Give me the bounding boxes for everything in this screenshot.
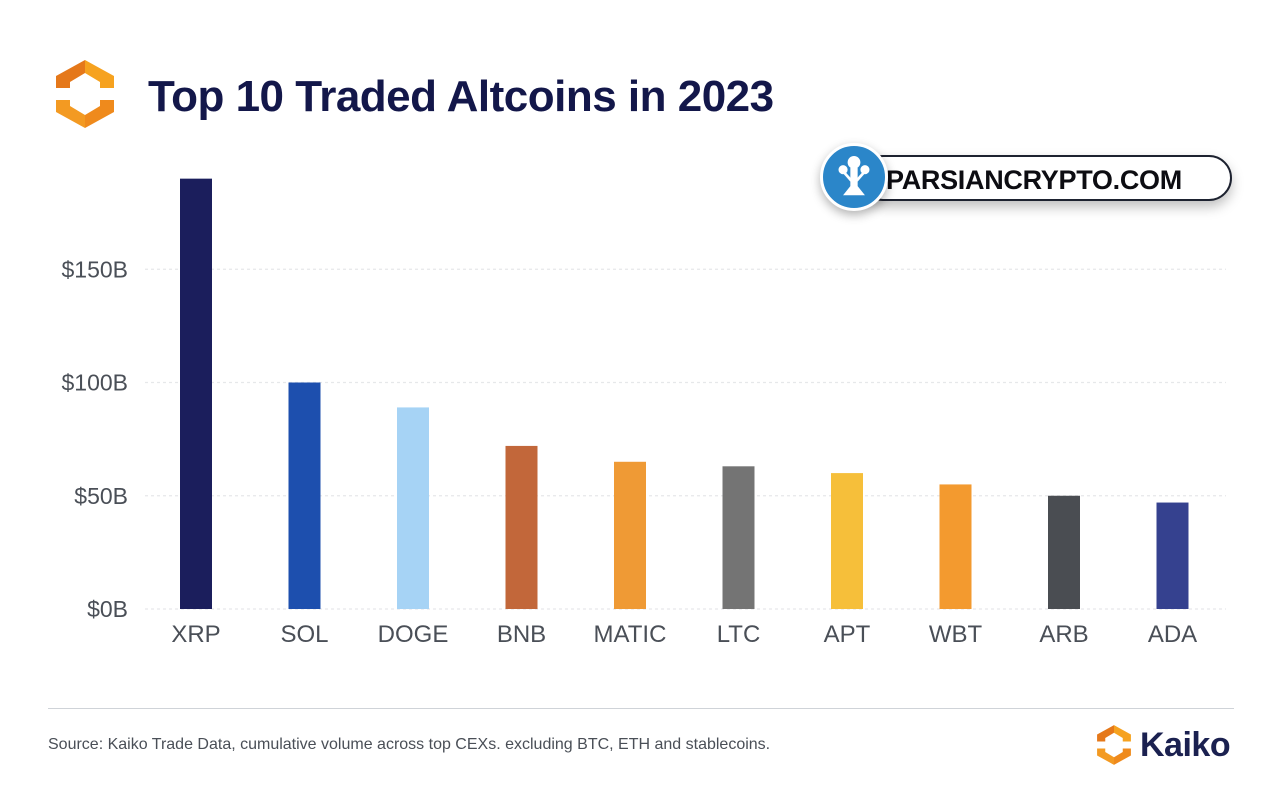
x-tick-label: DOGE xyxy=(378,621,449,648)
bar-xrp xyxy=(180,178,212,609)
bar-matic xyxy=(614,461,646,609)
x-tick-label: ADA xyxy=(1148,621,1197,648)
chart-title: Top 10 Traded Altcoins in 2023 xyxy=(148,72,774,121)
bar-bnb xyxy=(505,445,538,609)
kaiko-footer-logo-icon xyxy=(1097,725,1131,765)
y-tick-label: $150B xyxy=(61,256,128,282)
kaiko-wordmark: Kaiko xyxy=(1140,726,1231,764)
bar-wbt xyxy=(939,484,972,609)
bar-doge xyxy=(397,407,429,609)
bar-arb xyxy=(1048,495,1080,609)
bar-ltc xyxy=(722,466,755,609)
x-tick-label: XRP xyxy=(171,621,220,648)
bar-ada xyxy=(1156,502,1189,609)
x-tick-label: ARB xyxy=(1039,621,1088,648)
x-tick-label: LTC xyxy=(717,621,761,648)
x-tick-label: SOL xyxy=(280,621,328,648)
y-tick-label: $100B xyxy=(61,370,128,396)
kaiko-logo-icon xyxy=(56,60,114,128)
bar-chart: $0B $50B $100B $150B XRP SOL DOGE BNB MATIC LTC AP… xyxy=(61,178,1226,648)
watermark: PARSIANCRYPTO.COM xyxy=(820,143,1232,211)
x-tick-label: APT xyxy=(824,621,871,648)
x-tick-label: BNB xyxy=(497,621,546,648)
footer-brand: Kaiko xyxy=(1094,724,1244,766)
y-tick-label: $0B xyxy=(87,596,128,622)
x-tick-label: WBT xyxy=(929,621,983,648)
watermark-pill xyxy=(860,155,1232,201)
source-note: Source: Kaiko Trade Data, cumulative vol… xyxy=(48,736,771,753)
watermark-logo-icon xyxy=(820,143,888,211)
footer-divider xyxy=(48,708,1234,709)
y-tick-label: $50B xyxy=(74,483,128,509)
watermark-text: PARSIANCRYPTO.COM xyxy=(886,165,1182,195)
bar-apt xyxy=(831,473,863,609)
bar-sol xyxy=(288,382,321,609)
x-tick-label: MATIC xyxy=(594,621,667,648)
